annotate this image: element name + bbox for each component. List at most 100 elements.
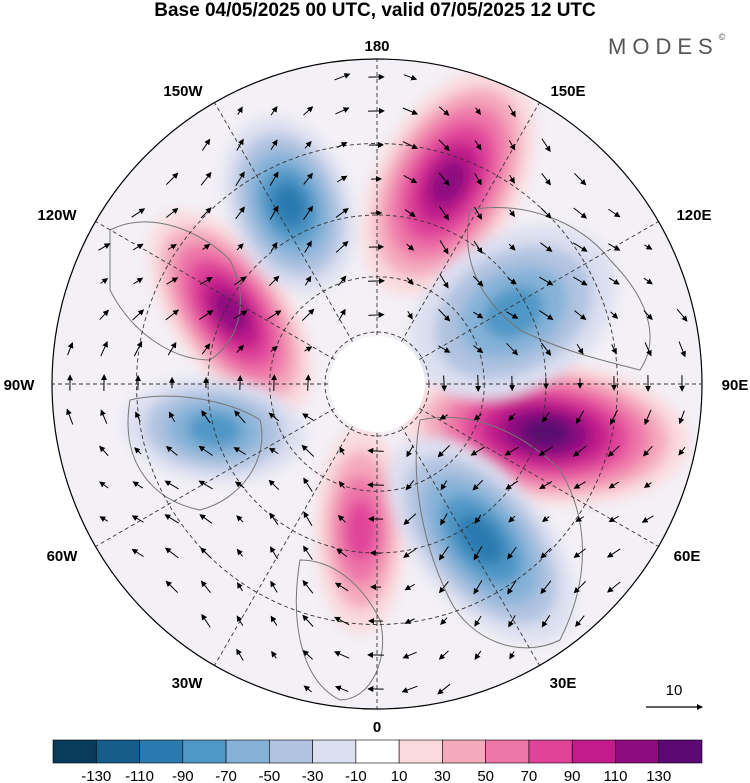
wind-arrow (233, 447, 246, 455)
wind-arrow (438, 172, 450, 186)
colorbar-tick-label: 10 (391, 768, 408, 783)
wind-arrow (541, 516, 550, 523)
wind-arrow (99, 309, 109, 320)
wind-arrow (305, 374, 312, 391)
wind-arrow (473, 311, 484, 319)
wind-arrow (572, 242, 588, 252)
wind-arrow (335, 240, 349, 253)
wind-arrow (439, 206, 450, 221)
wind-arrow (201, 410, 211, 424)
wind-arrow (574, 310, 587, 320)
wind-arrow (66, 408, 74, 425)
lon-label-180: 180 (364, 38, 389, 55)
wind-arrow (472, 479, 484, 491)
wind-arrow (440, 617, 448, 626)
colorbar-tick-label: 130 (646, 768, 671, 783)
wind-arrow (166, 172, 179, 185)
wind-arrow (509, 174, 515, 184)
wind-arrow (132, 481, 143, 489)
wind-arrow (608, 481, 619, 489)
wind-arrow (508, 615, 516, 628)
lon-label-60e: 60E (674, 548, 701, 565)
map-border (51, 58, 703, 710)
colorbar-tick-label: 70 (521, 768, 538, 783)
wind-arrow (541, 342, 552, 356)
wind-arrow (199, 277, 213, 285)
colorbar-swatch (182, 739, 227, 764)
wind-arrow (439, 274, 449, 289)
wind-arrow (302, 413, 314, 421)
meridian-line (376, 383, 659, 547)
wind-arrow (267, 310, 282, 320)
wind-arrow (303, 545, 313, 560)
wind-arrow (540, 580, 552, 595)
wind-arrow (474, 514, 482, 524)
wind-arrow (198, 480, 213, 490)
wind-arrow (541, 173, 551, 186)
wind-arrow (606, 548, 621, 558)
wind-arrow (438, 581, 449, 594)
wind-arrow (402, 107, 419, 115)
wind-arrow (438, 106, 450, 116)
wind-arrow (338, 308, 346, 321)
wind-arrow (131, 208, 146, 218)
colorbar-tick-label: -130 (81, 768, 111, 783)
wind-arrow (368, 277, 385, 284)
wind-arrow (404, 583, 415, 591)
colorbar-swatch (658, 739, 703, 764)
colorbar-swatch (485, 739, 530, 764)
wind-arrow (438, 139, 450, 152)
wind-arrow (575, 410, 585, 425)
wind-arrow (269, 205, 279, 220)
brand-name: MODES (608, 34, 719, 59)
anomaly-negative-5 (410, 225, 617, 400)
wind-arrow (165, 580, 179, 593)
colorbar-swatch (442, 739, 486, 764)
wind-arrow (268, 479, 280, 490)
wind-arrow (643, 310, 653, 321)
colorbar-swatch (528, 739, 573, 764)
wind-arrow (132, 243, 144, 251)
colorbar-tick-label: -70 (215, 768, 237, 783)
wind-arrow (303, 205, 313, 220)
wind-arrow (473, 345, 484, 354)
wind-arrow (406, 277, 414, 286)
lon-label-120e: 120E (676, 207, 711, 224)
colorbar-swatch (52, 739, 97, 764)
wind-arrow (504, 446, 519, 456)
wind-arrow (404, 618, 415, 624)
wind-arrow (268, 412, 280, 422)
wind-arrow (268, 447, 279, 455)
wind-arrow (235, 171, 245, 186)
wind-arrow (573, 276, 588, 286)
wind-arrow (475, 374, 482, 392)
wind-arrow (165, 446, 178, 456)
wind-arrow (269, 546, 278, 560)
wind-arrow (271, 374, 278, 391)
meridian-line (95, 221, 378, 385)
wind-arrow (575, 615, 585, 628)
wind-arrow (607, 581, 621, 593)
wind-arrow (202, 243, 211, 250)
wind-arrow (473, 580, 483, 595)
wind-arrow (643, 277, 653, 285)
wind-arrow (506, 311, 519, 319)
wind-arrow (135, 411, 141, 422)
wind-arrow (678, 410, 685, 425)
wind-arrow (509, 209, 516, 218)
land-outline (295, 559, 384, 701)
wind-arrow (334, 582, 349, 592)
wind-arrow (440, 480, 448, 491)
wind-arrow (539, 276, 554, 286)
lon-label-120w: 120W (37, 207, 77, 224)
wind-arrow (200, 580, 211, 593)
wind-arrow (539, 481, 553, 490)
wind-arrow (301, 308, 315, 322)
wind-arrow (338, 480, 345, 489)
wind-arrow (573, 207, 588, 219)
wind-arrow (271, 650, 278, 659)
anomaly-negative-6 (387, 437, 575, 643)
pole-blank (329, 336, 425, 432)
colorbar-swatch (312, 739, 357, 764)
